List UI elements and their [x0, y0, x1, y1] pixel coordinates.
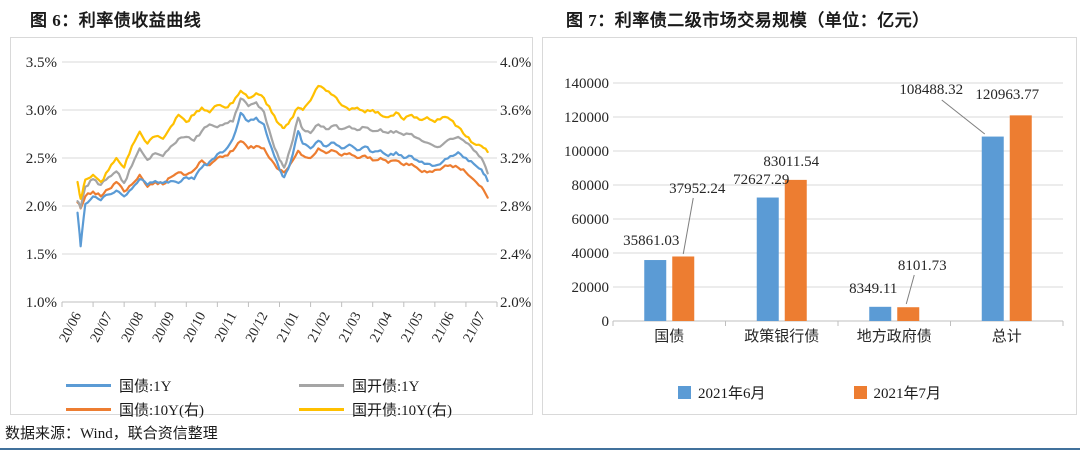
- svg-text:140000: 140000: [564, 76, 609, 92]
- legend-label-cdb-10y: 国开债:10Y(右): [352, 403, 452, 419]
- svg-text:40000: 40000: [572, 246, 610, 262]
- figure7-chart: 140000 120000 100000 80000 60000 40000 20000 0 国…: [542, 37, 1077, 415]
- svg-text:1.5%: 1.5%: [26, 247, 57, 263]
- figure6-legend: 国债:1Y 国开债:1Y 国债:10Y(右) 国开债:10Y(右): [66, 375, 452, 420]
- svg-text:20/10: 20/10: [181, 310, 209, 345]
- svg-text:20/09: 20/09: [150, 310, 178, 345]
- svg-text:国债: 国债: [654, 328, 684, 345]
- svg-text:72627.29: 72627.29: [733, 172, 789, 188]
- svg-text:20/12: 20/12: [243, 310, 271, 345]
- svg-text:20000: 20000: [572, 280, 610, 296]
- svg-text:21/01: 21/01: [274, 310, 302, 345]
- svg-text:20/11: 20/11: [212, 310, 240, 345]
- cdb-10y-swatch: [299, 408, 344, 411]
- svg-text:108488.32: 108488.32: [899, 82, 963, 98]
- svg-text:20/06: 20/06: [57, 310, 85, 345]
- july-swatch: [853, 386, 867, 399]
- legend-item-treasury-10y: 国债:10Y(右): [66, 399, 299, 420]
- legend-item-cdb-10y: 国开债:10Y(右): [299, 399, 452, 420]
- svg-text:21/02: 21/02: [305, 310, 333, 345]
- legend-label-treasury-10y: 国债:10Y(右): [119, 403, 204, 419]
- trading-volume-plot: 140000 120000 100000 80000 60000 40000 20000 0 国…: [564, 76, 1064, 345]
- svg-text:60000: 60000: [572, 212, 610, 228]
- svg-text:总计: 总计: [992, 328, 1022, 345]
- svg-text:2.5%: 2.5%: [26, 151, 57, 167]
- legend-item-cdb-1y: 国开债:1Y: [299, 375, 452, 396]
- cdb-1y-swatch: [299, 384, 344, 387]
- svg-text:20/07: 20/07: [88, 310, 116, 345]
- svg-text:3.0%: 3.0%: [26, 103, 57, 119]
- legend-label-july: 2021年7月: [873, 386, 942, 402]
- svg-text:100000: 100000: [564, 144, 609, 160]
- svg-text:21/07: 21/07: [461, 310, 489, 345]
- svg-text:37952.24: 37952.24: [669, 181, 726, 197]
- svg-text:地方政府债: 地方政府债: [857, 328, 932, 345]
- legend-label-treasury-1y: 国债:1Y: [119, 379, 172, 395]
- data-source: 数据来源：Wind，联合资信整理: [5, 426, 218, 442]
- bottom-rule: [0, 448, 1080, 450]
- svg-text:3.6%: 3.6%: [500, 103, 531, 119]
- svg-text:0: 0: [602, 314, 610, 330]
- svg-text:2.8%: 2.8%: [500, 199, 531, 215]
- svg-text:21/06: 21/06: [430, 310, 458, 345]
- svg-text:21/05: 21/05: [399, 310, 427, 345]
- svg-text:2.0%: 2.0%: [500, 295, 531, 311]
- svg-text:8349.11: 8349.11: [849, 281, 897, 297]
- svg-text:120963.77: 120963.77: [975, 87, 1039, 103]
- svg-text:8101.73: 8101.73: [898, 258, 947, 274]
- svg-text:4.0%: 4.0%: [500, 55, 531, 71]
- legend-item-july: 2021年7月: [853, 382, 942, 403]
- legend-label-june: 2021年6月: [697, 386, 766, 402]
- yield-curve-plot: 3.5% 4.0% 3.0% 3.6% 2.5% 3.2% 2.0% 2.8% 1.5% 2.4%…: [26, 55, 532, 345]
- svg-text:21/04: 21/04: [368, 310, 396, 345]
- treasury-1y-swatch: [66, 384, 111, 387]
- figure7-legend: 2021年6月 2021年7月: [543, 382, 1076, 403]
- svg-text:1.0%: 1.0%: [26, 295, 57, 311]
- figure6-title: 图 6：利率债收益曲线: [30, 11, 202, 30]
- svg-text:120000: 120000: [564, 110, 609, 126]
- legend-item-treasury-1y: 国债:1Y: [66, 375, 299, 396]
- svg-text:2.0%: 2.0%: [26, 199, 57, 215]
- june-swatch: [677, 386, 691, 399]
- svg-text:2.4%: 2.4%: [500, 247, 531, 263]
- legend-item-june: 2021年6月: [677, 382, 766, 403]
- svg-text:21/03: 21/03: [336, 310, 364, 345]
- legend-label-cdb-1y: 国开债:1Y: [352, 379, 420, 395]
- svg-text:80000: 80000: [572, 178, 610, 194]
- svg-text:3.5%: 3.5%: [26, 55, 57, 71]
- svg-text:3.2%: 3.2%: [500, 151, 531, 167]
- figure7-title: 图 7：利率债二级市场交易规模（单位：亿元）: [566, 11, 930, 30]
- svg-text:20/08: 20/08: [119, 310, 147, 345]
- svg-text:35861.03: 35861.03: [623, 233, 679, 249]
- svg-text:政策银行债: 政策银行债: [744, 328, 819, 345]
- treasury-10y-swatch: [66, 408, 111, 411]
- svg-text:83011.54: 83011.54: [763, 154, 819, 170]
- figure6-chart: 3.5% 4.0% 3.0% 3.6% 2.5% 3.2% 2.0% 2.8% 1.5% 2.4%…: [10, 37, 533, 419]
